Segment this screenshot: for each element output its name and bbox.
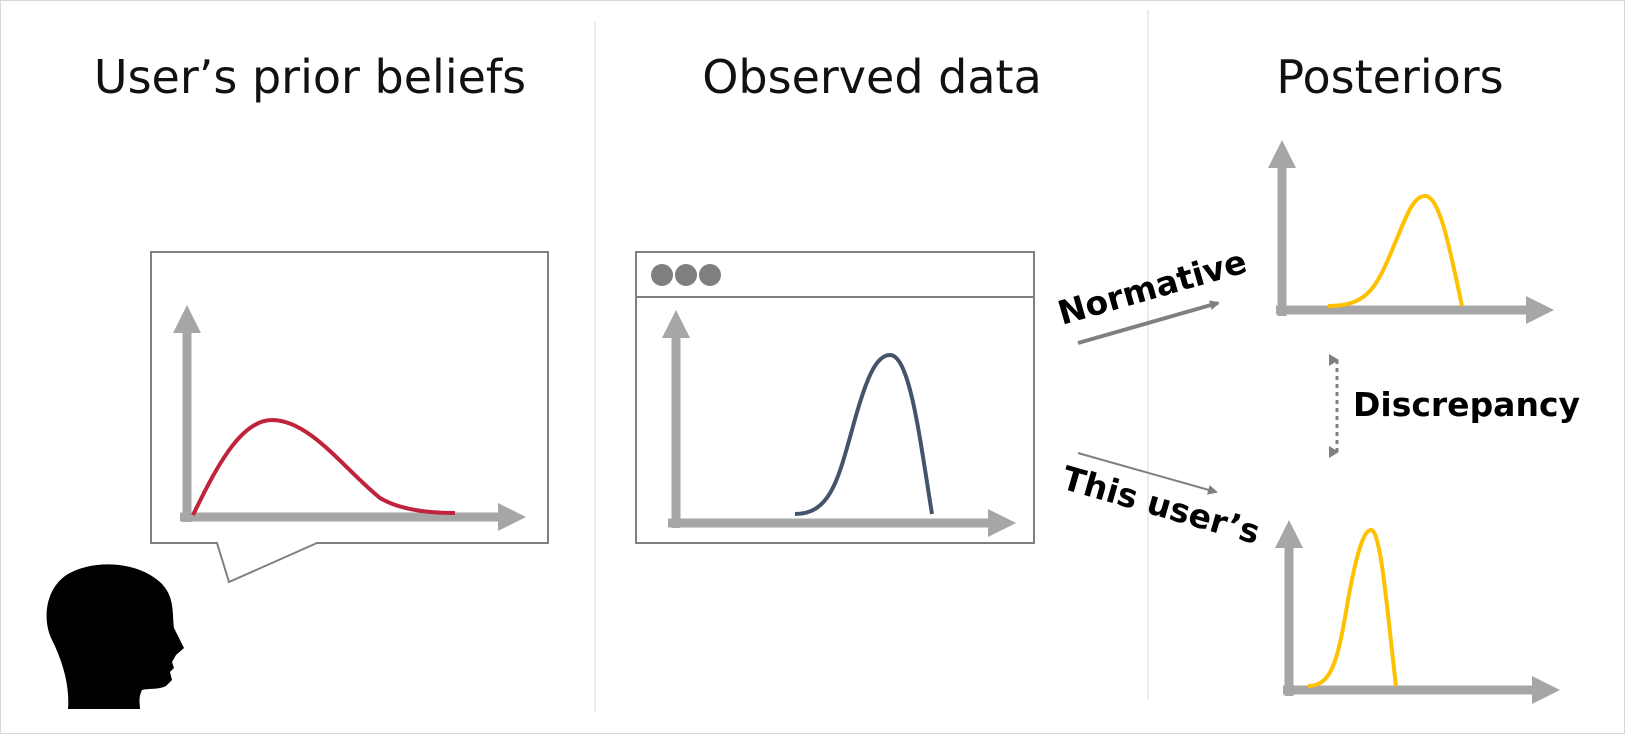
window-controls-icon: [651, 264, 721, 286]
observed-chart-axes: [662, 310, 1016, 537]
normative-posterior-axes: [1268, 140, 1554, 324]
title-observed-data: Observed data: [702, 50, 1042, 104]
user-posterior-axes: [1275, 520, 1560, 704]
title-posteriors: Posteriors: [1276, 50, 1503, 104]
users-label: This user’s: [1058, 458, 1265, 552]
user-posterior-curve: [1307, 527, 1398, 688]
discrepancy-label: Discrepancy: [1353, 385, 1580, 424]
normative-posterior-curve: [1327, 193, 1464, 308]
prior-speech-bubble: [150, 251, 549, 584]
person-head-icon: [46, 564, 184, 709]
users-arrow: [1077, 452, 1218, 495]
prior-belief-curve: [191, 417, 456, 516]
prior-chart-axes: [173, 305, 526, 531]
normative-label: Normative: [1053, 242, 1250, 333]
observed-data-curve: [794, 352, 934, 516]
normative-arrow: [1077, 300, 1220, 345]
title-prior-beliefs: User’s prior beliefs: [94, 50, 526, 104]
observed-browser-window: [635, 251, 1035, 544]
